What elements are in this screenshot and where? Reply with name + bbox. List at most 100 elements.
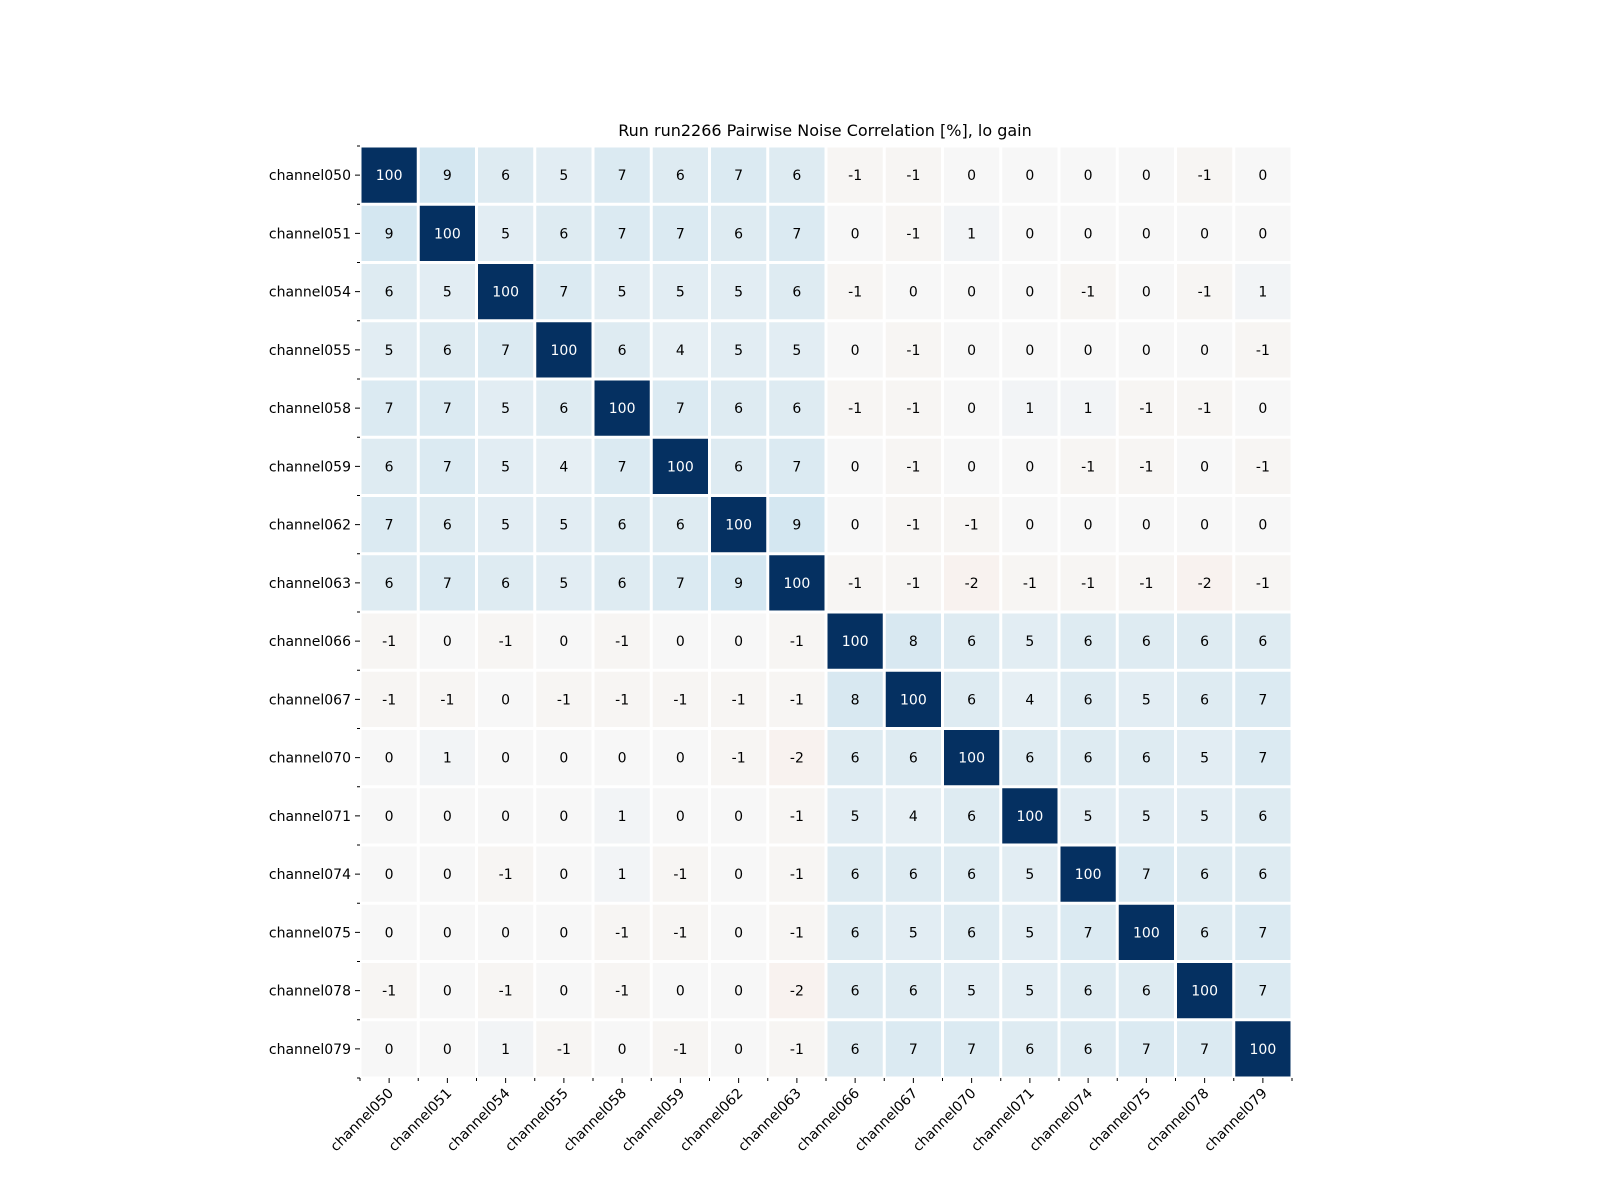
cell-value-label: 0 [385,751,394,767]
heatmap-cell [885,205,941,261]
heatmap-cell [1118,497,1174,553]
cell-value-label: 0 [734,634,743,650]
heatmap-cell [885,322,941,378]
heatmap-cell [769,613,825,669]
heatmap-cell [361,904,417,960]
cell-value-label: -1 [732,751,746,767]
cell-value-label: 6 [967,692,976,708]
heatmap-cell [652,380,708,436]
cell-value-label: 6 [1142,751,1151,767]
heatmap-cell [944,264,1000,320]
heatmap-cell [1060,1021,1116,1077]
heatmap-cell [1235,322,1291,378]
heatmap-cell [711,264,767,320]
cell-value-label: 7 [385,401,394,417]
cell-value-label: 0 [1142,285,1151,301]
heatmap-cell [885,846,941,902]
heatmap-cell [419,730,475,786]
cell-value-labels: 100 9 6 5 7 6 7 6 -1 -1 0 0 0 0 -1 09 100 5 6 7 7 6 7 0 -1 1 0 0 0 0 0… [376,168,1276,1058]
heatmap-cell [361,671,417,727]
cell-value-label: 0 [501,751,510,767]
cell-value-label: 6 [618,576,627,592]
heatmap-cell [536,555,592,611]
heatmap-cell [827,671,883,727]
heatmap-cell [711,555,767,611]
heatmap-cell [1060,264,1116,320]
cell-value-label: 7 [501,343,510,359]
heatmap-cell [827,322,883,378]
heatmap-cell [536,730,592,786]
cell-value-label: -1 [382,634,396,650]
cell-value-label: 1 [501,1042,510,1058]
cell-value-label: 6 [1142,984,1151,1000]
heatmap-cell [419,671,475,727]
cell-value-label: 0 [1025,518,1034,534]
cell-value-label: -1 [906,343,920,359]
heatmap-cell [594,846,650,902]
cell-value-label: 0 [1258,168,1267,184]
cell-value-label: -1 [1256,343,1270,359]
heatmap-cell [1002,264,1058,320]
cell-value-label: 7 [909,1042,918,1058]
cell-value-label: 6 [734,226,743,242]
cell-value-label: 1 [1258,285,1267,301]
heatmap-cell [478,264,534,320]
heatmap-cell [1118,205,1174,261]
heatmap-cell [419,205,475,261]
heatmap-cell [478,1021,534,1077]
cell-value-label: 6 [1084,984,1093,1000]
heatmap-cell [827,1021,883,1077]
cell-value-label: 6 [1200,692,1209,708]
cell-value-label: 6 [792,285,801,301]
heatmap-cell [419,555,475,611]
heatmap-cell [419,147,475,203]
heatmap-cell [885,904,941,960]
cell-value-label: 6 [967,925,976,941]
cell-value-label: 0 [967,168,976,184]
cell-value-label: -1 [1198,401,1212,417]
heatmap-cell [1002,497,1058,553]
heatmap-cell [769,788,825,844]
cell-value-label: 100 [1250,1042,1277,1058]
y-tick-label: channel062 [269,518,351,534]
heatmap-cell [594,963,650,1019]
heatmap-cell [1118,846,1174,902]
cell-value-label: 6 [734,459,743,475]
heatmap-cell [944,904,1000,960]
y-axis: channel050 channel051 channel054 channel055… [269,145,360,1079]
cell-value-label: 0 [443,867,452,883]
cell-value-label: 6 [676,168,685,184]
cell-value-label: 5 [734,343,743,359]
heatmap-cell [478,438,534,494]
heatmap-cell [1118,671,1174,727]
cell-value-label: 0 [443,634,452,650]
heatmap-cell [361,438,417,494]
heatmap-cell [944,613,1000,669]
heatmap-cell [1235,963,1291,1019]
heatmap-cell [1177,730,1233,786]
heatmap-cell [478,963,534,1019]
cell-value-label: -1 [499,867,513,883]
heatmap-cell [652,613,708,669]
heatmap-cell [594,730,650,786]
cell-value-label: 0 [967,459,976,475]
heatmap-cell [944,322,1000,378]
heatmap-cell [478,846,534,902]
heatmap-cell [594,438,650,494]
heatmap-cell [1235,846,1291,902]
cell-value-label: 6 [1084,1042,1093,1058]
cell-value-label: 6 [559,226,568,242]
cell-value-label: 0 [618,1042,627,1058]
cell-value-label: 0 [559,809,568,825]
y-tick-label: channel070 [269,751,351,767]
heatmap-cell [1118,555,1174,611]
heatmap-cell [1177,1021,1233,1077]
cell-value-label: 0 [385,867,394,883]
cell-value-label: 7 [1258,751,1267,767]
heatmap-cell [652,555,708,611]
heatmap-cells [361,147,1291,1077]
heatmap-cell [1118,963,1174,1019]
cell-value-label: 7 [385,518,394,534]
heatmap-cell [536,613,592,669]
heatmap-cell [594,497,650,553]
